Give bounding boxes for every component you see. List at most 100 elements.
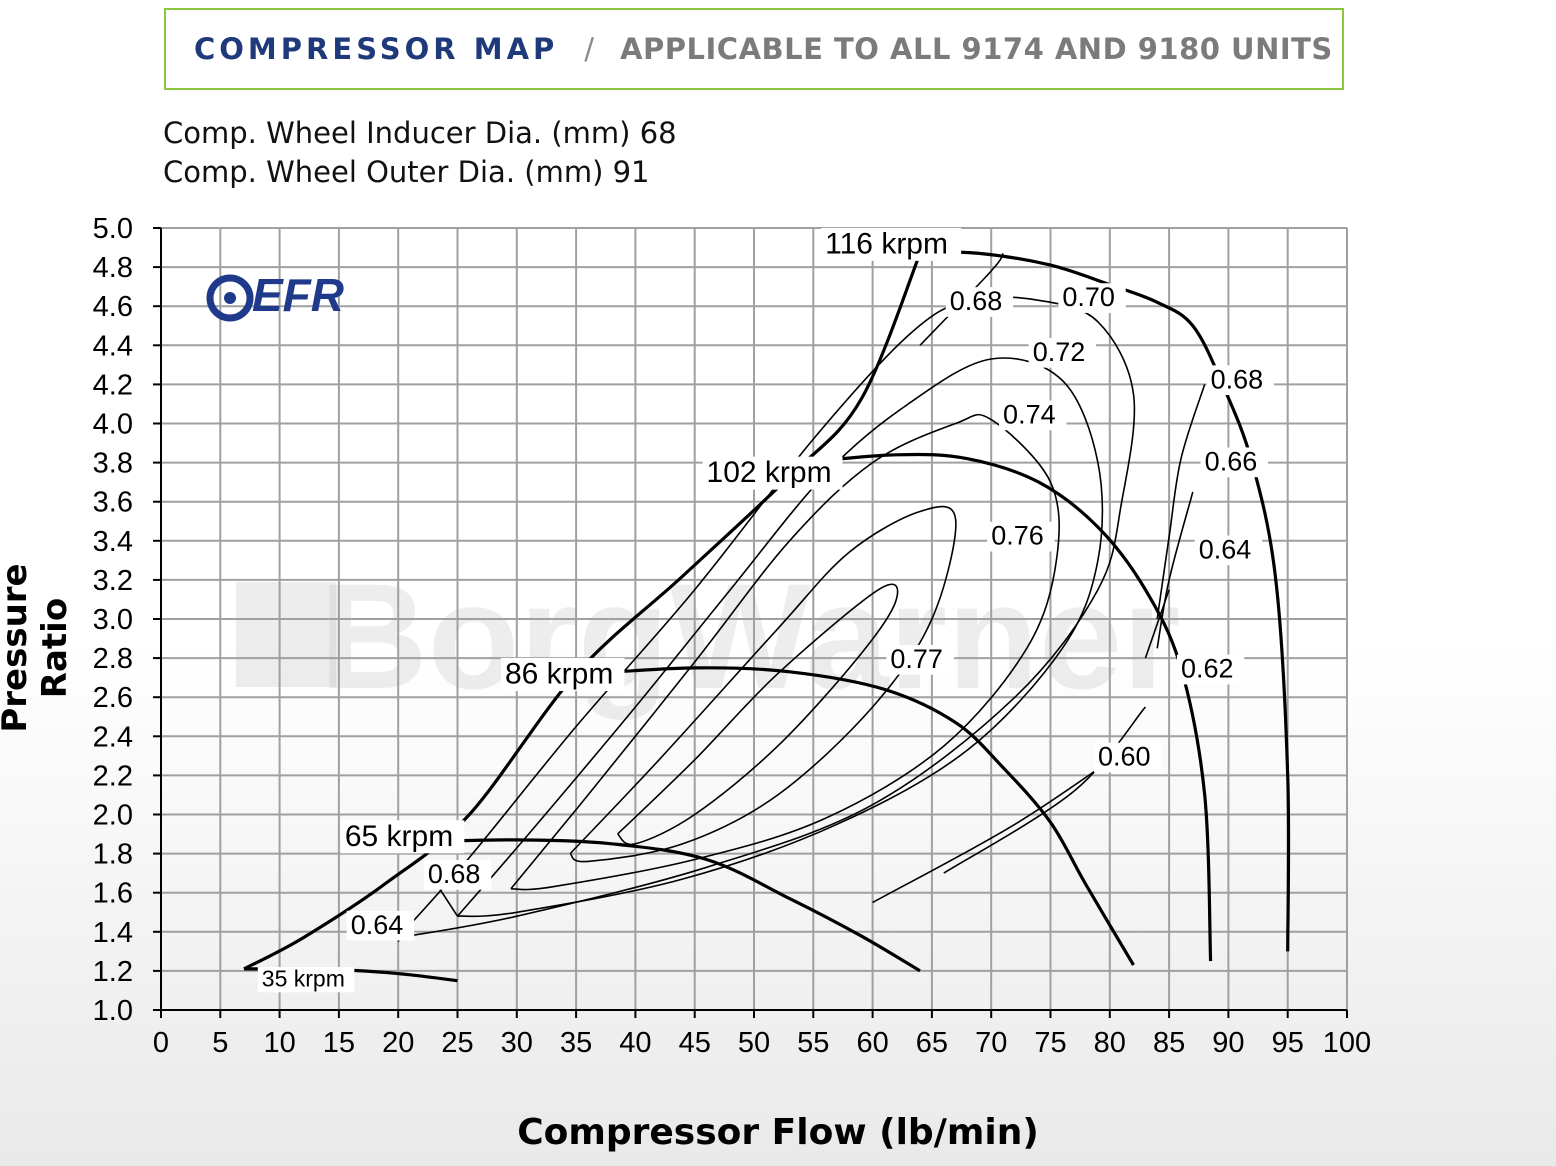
surge-line: [243, 252, 922, 971]
efficiency-contour: [510, 413, 1060, 891]
speed-label: 65 krpm: [345, 820, 453, 853]
y-tick-label: 4.0: [93, 409, 133, 441]
label-background: [1028, 337, 1097, 368]
y-tick-label: 4.4: [93, 330, 133, 362]
chart-subtitle: APPLICABLE TO ALL 9174 AND 9180 UNITS: [620, 32, 1333, 66]
label-background: [346, 910, 415, 941]
axes: 0 5 10 15 20 25 30 35 40 45 50 55 60 65 70 75 80 85 90 95 10…: [93, 213, 1372, 1059]
label-background: [987, 521, 1055, 552]
label-background: [1200, 447, 1269, 478]
label-background: [702, 456, 843, 490]
y-tick-label: 4.6: [93, 291, 133, 323]
efficiency-contour: [439, 888, 459, 917]
label-background: [500, 658, 625, 692]
label-background: [821, 227, 962, 261]
x-tick-label: 20: [382, 1027, 414, 1059]
speed-label: 102 krpm: [707, 456, 832, 489]
label-background: [1058, 283, 1126, 313]
watermark-logo: [236, 582, 336, 687]
efficiency-label: 0.68: [428, 859, 481, 889]
label-background: [1194, 535, 1263, 566]
efficiency-label: 0.64: [1199, 534, 1252, 564]
outer-spec: Comp. Wheel Outer Dia. (mm) 91: [163, 155, 650, 189]
label-background: [1176, 654, 1245, 685]
y-tick-label: 1.0: [93, 995, 133, 1027]
efficiency-label: 35 krpm: [262, 966, 345, 992]
x-tick-label: 35: [560, 1027, 592, 1059]
x-tick-label: 5: [212, 1027, 228, 1059]
x-tick-label: 65: [916, 1027, 948, 1059]
label-background: [423, 859, 492, 890]
y-tick-label: 2.4: [93, 721, 133, 753]
efficiency-islands: [397, 252, 1206, 942]
efficiency-label: 0.68: [1211, 364, 1264, 394]
speed-line: [801, 452, 1213, 962]
x-tick-label: 40: [619, 1027, 651, 1059]
y-tick-label: 4.2: [93, 369, 133, 401]
efficiency-contour: [569, 505, 957, 863]
x-tick-label: 15: [323, 1027, 355, 1059]
x-tick-label: 60: [856, 1027, 888, 1059]
y-tick-label: 2.6: [93, 682, 133, 714]
x-tick-label: 80: [1094, 1027, 1126, 1059]
efficiency-contour: [397, 295, 1136, 939]
efficiency-label: 0.68: [950, 286, 1003, 316]
efficiency-contour: [1156, 384, 1206, 620]
efficiency-label: 0.77: [890, 644, 943, 674]
efficiency-label: 0.76: [991, 521, 1044, 551]
efficiency-contour: [1144, 589, 1170, 659]
efficiency-label: 0.74: [1003, 400, 1056, 430]
label-background: [1093, 742, 1162, 773]
efficiency-label: 0.66: [1205, 446, 1258, 476]
y-tick-label: 2.0: [93, 800, 133, 832]
y-tick-label: 1.4: [93, 917, 133, 949]
y-tick-label: 1.2: [93, 956, 133, 988]
speed-label: 86 krpm: [505, 658, 613, 691]
label-background: [1206, 365, 1275, 396]
x-tick-label: 0: [153, 1027, 169, 1059]
y-tick-label: 3.2: [93, 565, 133, 597]
efficiency-contour: [943, 706, 1147, 874]
speed-line: [587, 666, 1135, 966]
efficiency-contour: [456, 357, 1104, 918]
y-tick-label: 3.4: [93, 526, 133, 558]
x-tick-label: 70: [975, 1027, 1007, 1059]
label-background: [999, 400, 1067, 431]
x-tick-label: 55: [797, 1027, 829, 1059]
y-tick-label: 4.8: [93, 252, 133, 284]
x-tick-label: 85: [1153, 1027, 1185, 1059]
x-tick-label: 90: [1212, 1027, 1244, 1059]
y-tick-label: 1.8: [93, 839, 133, 871]
title-box: COMPRESSOR MAP / APPLICABLE TO ALL 9174 …: [164, 8, 1344, 90]
efficiency-label: 0.64: [351, 910, 404, 940]
y-tick-label: 2.8: [93, 643, 133, 675]
speed-line: [421, 838, 921, 973]
x-axis-label: Compressor Flow (lb/min): [517, 1112, 1039, 1153]
x-tick-label: 10: [263, 1027, 295, 1059]
efficiency-label: 0.70: [1062, 282, 1115, 312]
label-background: [945, 287, 1014, 317]
label-background: [257, 966, 355, 993]
title-separator: /: [584, 32, 595, 66]
efficiency-label: 0.62: [1181, 654, 1234, 684]
inducer-spec: Comp. Wheel Inducer Dia. (mm) 68: [163, 116, 677, 150]
x-tick-label: 75: [1034, 1027, 1066, 1059]
efr-logo: EFR: [206, 269, 344, 322]
speed-label: 116 krpm: [825, 227, 948, 260]
x-tick-label: 50: [738, 1027, 770, 1059]
x-tick-label: 45: [679, 1027, 711, 1059]
y-tick-label: 2.2: [93, 760, 133, 792]
label-background: [886, 644, 954, 675]
grid: [160, 227, 1348, 1011]
x-tick-label: 100: [1323, 1027, 1371, 1059]
efficiency-label: 0.72: [1033, 337, 1086, 367]
efr-logo-text: EFR: [252, 269, 344, 321]
y-tick-label: 3.6: [93, 487, 133, 519]
efr-logo-swirl-icon: [206, 274, 254, 322]
y-tick-label: 1.6: [93, 878, 133, 910]
efficiency-contour: [1156, 491, 1194, 649]
label-background: [340, 820, 465, 854]
chart-title: COMPRESSOR MAP: [194, 32, 559, 66]
